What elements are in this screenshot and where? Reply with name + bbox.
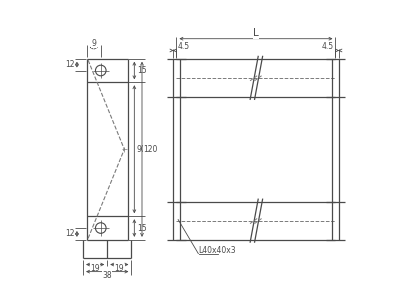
Text: 15: 15: [137, 224, 146, 232]
Text: 4.5: 4.5: [177, 42, 190, 51]
Text: 120: 120: [144, 145, 158, 154]
Text: 15: 15: [137, 66, 146, 75]
Text: L: L: [253, 28, 259, 38]
Text: 4.5: 4.5: [322, 42, 334, 51]
Text: 38: 38: [102, 271, 112, 280]
Text: 12: 12: [65, 60, 75, 69]
Text: L40x40x3: L40x40x3: [198, 247, 236, 256]
Text: 9: 9: [91, 39, 96, 48]
Text: 12: 12: [65, 230, 75, 238]
Text: 19: 19: [114, 264, 124, 273]
Text: 19: 19: [90, 264, 100, 273]
Text: 90: 90: [137, 145, 146, 154]
